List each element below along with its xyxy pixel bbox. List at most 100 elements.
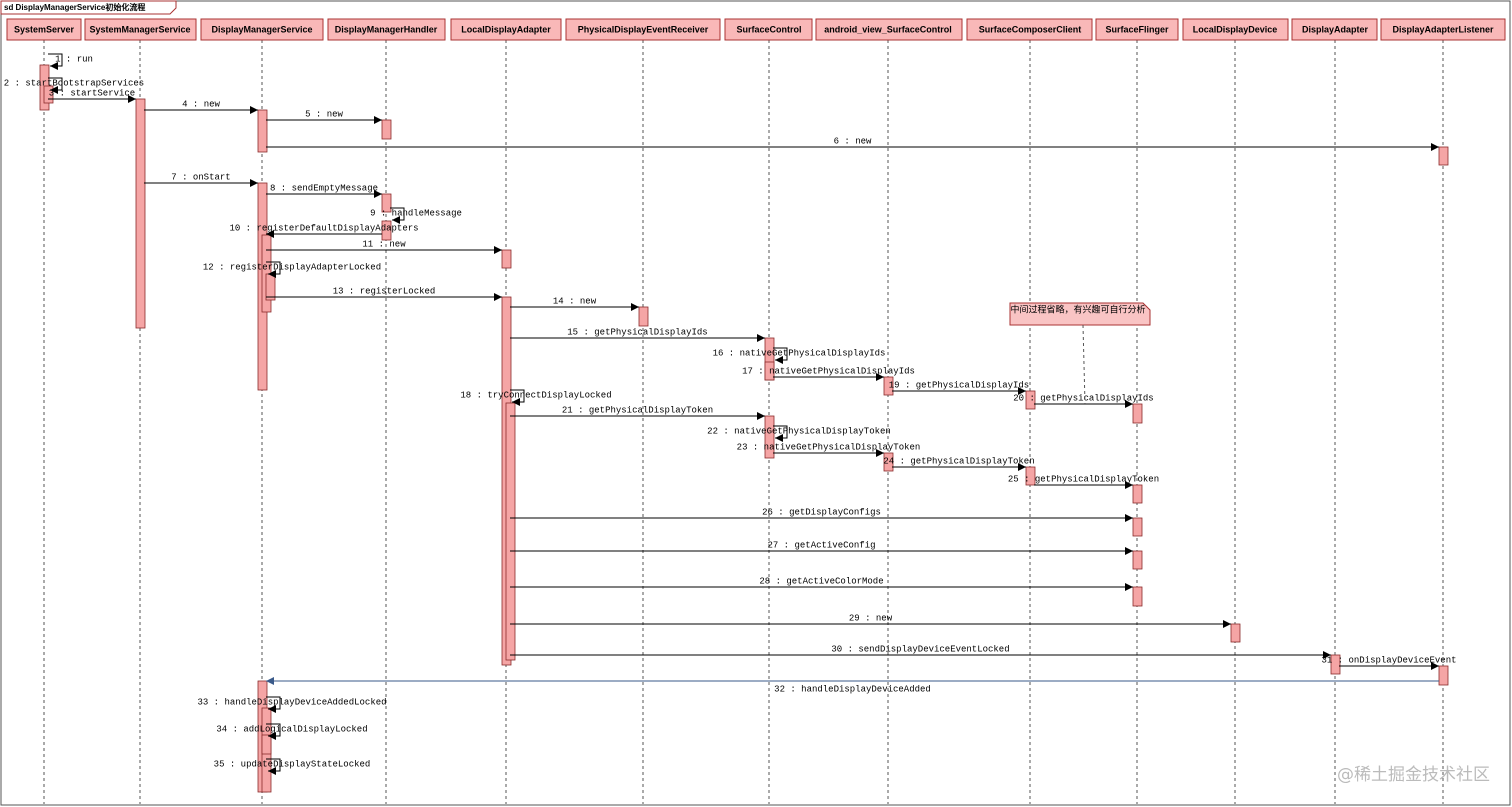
participant-box bbox=[450, 18, 562, 41]
arrow-head bbox=[1125, 400, 1133, 408]
activation bbox=[1132, 517, 1143, 537]
activation bbox=[764, 415, 775, 459]
message-label: 1 : run bbox=[55, 54, 93, 64]
participant-box bbox=[1380, 18, 1506, 41]
arrow-head bbox=[512, 398, 520, 406]
arrow-head bbox=[757, 334, 765, 342]
participant-label: SystemServer bbox=[14, 24, 75, 34]
activation bbox=[1025, 390, 1036, 410]
activation bbox=[638, 306, 649, 327]
activation bbox=[135, 98, 146, 329]
arrow-head bbox=[876, 373, 884, 381]
participant-box bbox=[327, 18, 446, 41]
message-label: 16 : nativeGetPhysicalDisplayIds bbox=[713, 348, 886, 358]
arrow-head bbox=[374, 116, 382, 124]
participant-box bbox=[966, 18, 1093, 41]
message-label: 11 : new bbox=[362, 239, 406, 249]
arrow-head bbox=[268, 732, 276, 740]
frame-title: sd DisplayManagerService初始化流程 bbox=[4, 2, 145, 12]
arrow-head bbox=[250, 179, 258, 187]
message-label: 18 : tryConnectDisplayLocked bbox=[460, 390, 611, 400]
participant-label: DisplayManagerService bbox=[211, 24, 312, 34]
participant-box bbox=[565, 18, 721, 41]
participant-label: SurfaceControl bbox=[736, 24, 801, 34]
participant-box bbox=[84, 18, 197, 41]
message-label: 34 : addLogicalDisplayLocked bbox=[216, 724, 367, 734]
message-label: 22 : nativeGetPhysicalDisplayToken bbox=[707, 426, 891, 436]
activation bbox=[1132, 403, 1143, 424]
activation bbox=[265, 273, 276, 301]
activation bbox=[501, 249, 512, 269]
activation bbox=[257, 109, 268, 153]
message-label: 25 : getPhysicalDisplayToken bbox=[1008, 474, 1159, 484]
message-label: 21 : getPhysicalDisplayToken bbox=[562, 405, 713, 415]
message-label: 17 : nativeGetPhysicalDisplayIds bbox=[742, 366, 915, 376]
message-label: 13 : registerLocked bbox=[333, 286, 436, 296]
frame-tab bbox=[0, 0, 177, 15]
participant-box bbox=[200, 18, 324, 41]
participant-box bbox=[1182, 18, 1289, 41]
arrow-head bbox=[250, 106, 258, 114]
arrow-head bbox=[1018, 387, 1026, 395]
arrow-head bbox=[50, 62, 58, 70]
activation bbox=[883, 376, 894, 396]
participant-box bbox=[1291, 18, 1378, 41]
message-label: 19 : getPhysicalDisplayIds bbox=[889, 380, 1029, 390]
arrow-head bbox=[876, 449, 884, 457]
message-label: 35 : updateDisplayStateLocked bbox=[214, 759, 371, 769]
message-label: 31 : onDisplayDeviceEvent bbox=[1321, 655, 1456, 665]
message-label: 12 : registerDisplayAdapterLocked bbox=[203, 262, 381, 272]
activation bbox=[43, 85, 54, 104]
participant-box bbox=[1095, 18, 1179, 41]
arrow-head bbox=[775, 434, 783, 442]
arrow-head bbox=[1125, 481, 1133, 489]
message-label: 2 : startBootstrapServices bbox=[4, 78, 144, 88]
arrow-head bbox=[757, 412, 765, 420]
message-label: 5 : new bbox=[305, 109, 343, 119]
arrow-head bbox=[128, 95, 136, 103]
participant-label: SurfaceFlinger bbox=[1105, 24, 1169, 34]
arrow-head bbox=[631, 303, 639, 311]
watermark: @稀土掘金技术社区 bbox=[1337, 765, 1490, 785]
arrow-head bbox=[266, 677, 274, 685]
arrow-head bbox=[268, 705, 276, 713]
arrow-head bbox=[1125, 547, 1133, 555]
arrow-head bbox=[1018, 463, 1026, 471]
arrow-head bbox=[494, 293, 502, 301]
participant-label: SystemManagerService bbox=[89, 24, 190, 34]
message-label: 32 : handleDisplayDeviceAdded bbox=[774, 684, 931, 694]
participant-label: LocalDisplayDevice bbox=[1193, 24, 1278, 34]
activation bbox=[1330, 654, 1341, 675]
activation bbox=[1132, 550, 1143, 570]
arrow-head bbox=[392, 216, 400, 224]
arrow-head bbox=[1125, 514, 1133, 522]
activation bbox=[764, 361, 775, 381]
participant-label: SurfaceComposerClient bbox=[979, 24, 1082, 34]
arrow-head bbox=[775, 356, 783, 364]
message-label: 4 : new bbox=[182, 99, 220, 109]
arrow-head bbox=[1125, 583, 1133, 591]
activation bbox=[1132, 484, 1143, 504]
participant-box bbox=[724, 18, 813, 41]
participant-label: LocalDisplayAdapter bbox=[461, 24, 551, 34]
message-label: 9 : handleMessage bbox=[370, 208, 462, 218]
arrow-head bbox=[268, 270, 276, 278]
message-label: 33 : handleDisplayDeviceAddedLocked bbox=[197, 697, 386, 707]
message-label: 15 : getPhysicalDisplayIds bbox=[567, 327, 707, 337]
participant-label: android_view_SurfaceControl bbox=[824, 24, 952, 34]
message-label: 27 : getActiveConfig bbox=[767, 540, 875, 550]
arrow-head bbox=[1323, 651, 1331, 659]
message-label: 14 : new bbox=[553, 296, 597, 306]
note-box bbox=[1009, 302, 1151, 326]
activation bbox=[505, 402, 516, 661]
message-label: 29 : new bbox=[849, 613, 893, 623]
activation bbox=[1438, 665, 1449, 686]
note-link bbox=[1082, 324, 1086, 405]
activation bbox=[1438, 146, 1449, 166]
message-label: 26 : getDisplayConfigs bbox=[762, 507, 881, 517]
arrow-head bbox=[494, 246, 502, 254]
activation bbox=[1025, 466, 1036, 486]
